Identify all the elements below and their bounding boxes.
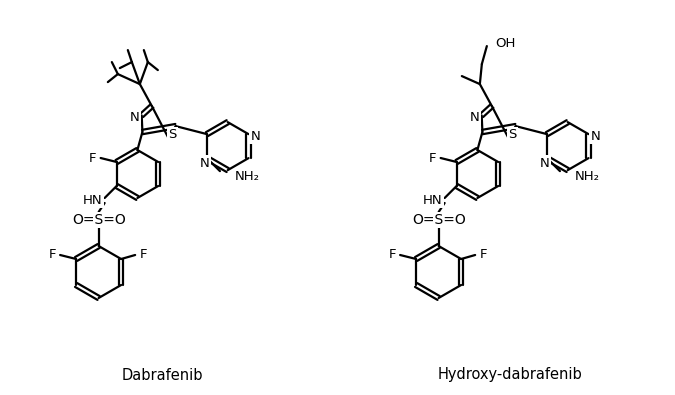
Text: N: N — [591, 130, 600, 143]
Text: F: F — [89, 152, 97, 164]
Text: N: N — [130, 111, 140, 124]
Text: OH: OH — [495, 37, 515, 50]
Text: F: F — [388, 248, 396, 261]
Text: S: S — [168, 128, 176, 141]
Text: N: N — [540, 157, 550, 169]
Text: F: F — [140, 248, 147, 261]
Text: F: F — [429, 152, 436, 164]
Text: N: N — [470, 111, 479, 124]
Text: HN: HN — [83, 194, 103, 207]
Text: S: S — [508, 128, 516, 141]
Text: F: F — [49, 248, 56, 261]
Text: Hydroxy-dabrafenib: Hydroxy-dabrafenib — [437, 367, 583, 382]
Text: O=S=O: O=S=O — [72, 213, 126, 227]
Text: Dabrafenib: Dabrafenib — [122, 367, 202, 382]
Text: N: N — [200, 157, 210, 169]
Text: O=S=O: O=S=O — [412, 213, 466, 227]
Text: F: F — [479, 248, 487, 261]
Text: N: N — [250, 130, 261, 143]
Text: HN: HN — [423, 194, 442, 207]
Text: NH₂: NH₂ — [575, 169, 600, 182]
Text: NH₂: NH₂ — [235, 169, 260, 182]
